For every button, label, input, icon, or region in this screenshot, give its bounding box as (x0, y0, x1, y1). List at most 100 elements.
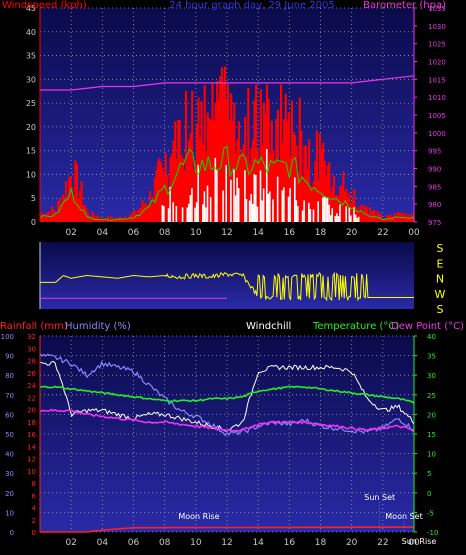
windspeed-bar (60, 208, 63, 222)
wind-gust-bar (339, 204, 342, 222)
windspeed-bar (209, 119, 213, 222)
y-tick-label-humidity: 10 (5, 509, 14, 517)
windspeed-bar (336, 194, 339, 222)
windspeed-bar (102, 218, 105, 222)
windspeed-bar (142, 204, 146, 222)
y-tick-label-windspeed: 0 (31, 218, 36, 227)
windspeed-bar (242, 144, 245, 222)
windspeed-bar (331, 186, 334, 222)
windspeed-bar (353, 189, 356, 222)
windspeed-bar (131, 212, 135, 222)
windspeed-bar (340, 185, 343, 222)
windspeed-bar (163, 174, 166, 222)
windspeed-bar (66, 196, 69, 222)
y-tick-label-windspeed: 10 (26, 170, 36, 179)
windspeed-bar (279, 84, 283, 223)
windspeed-bar (175, 159, 178, 222)
wind-gust-bar (244, 170, 247, 222)
windspeed-bar (198, 137, 202, 222)
windspeed-bar (231, 120, 234, 222)
wind-gust-bar (295, 200, 298, 222)
humidity-line (39, 353, 415, 437)
direction-label: S (437, 303, 444, 316)
windspeed-bar (329, 191, 333, 222)
wind-gust-bar (317, 201, 320, 222)
wind-gust-bar (181, 207, 184, 222)
windspeed-bar (368, 207, 371, 222)
windspeed-bar (284, 93, 287, 223)
wind-gust-bar (265, 149, 269, 222)
windspeed-bar (107, 216, 110, 222)
y-tick-label-barometer: 990 (428, 166, 441, 174)
windspeed-bar (356, 208, 359, 222)
y-tick-label-humidity: 80 (5, 372, 14, 380)
windspeed-bar (43, 216, 46, 222)
windspeed-bar (287, 112, 290, 222)
windspeed-bar (139, 207, 142, 222)
x-tick-label: 10 (190, 228, 202, 238)
x-tick-label: 14 (252, 538, 264, 548)
wind-gust-bar (209, 197, 213, 222)
windspeed-bar (379, 213, 382, 222)
windspeed-bar (237, 121, 241, 222)
wind-gust-bar (269, 191, 272, 222)
rainfall-line (40, 526, 414, 533)
wind-gust-bar (169, 186, 172, 222)
windspeed-bar (381, 218, 384, 222)
windspeed-bar (55, 212, 58, 222)
wind-gust-bar (255, 175, 258, 222)
windspeed-bar (256, 149, 259, 222)
windspeed-bar (251, 139, 255, 222)
y-tick-label-rainfall: 10 (27, 468, 36, 476)
wind-gust-bar (261, 200, 264, 222)
wind-gust-bar (230, 179, 233, 222)
y-tick-label-temperature: 35 (427, 353, 436, 361)
windspeed-bar (68, 177, 71, 222)
wind-average-line (39, 145, 415, 221)
direction-label: E (437, 257, 444, 270)
windspeed-bar (351, 200, 354, 222)
y-tick-label-rainfall: 2 (32, 517, 36, 525)
wind-gust-bar (163, 206, 166, 222)
windspeed-bar (367, 215, 370, 222)
windspeed-bar (272, 149, 275, 222)
windspeed-bar (110, 216, 113, 222)
y-tick-label-temperature: -5 (427, 509, 434, 517)
wind-gust-bar (253, 174, 256, 222)
windspeed-bar (259, 89, 262, 223)
windspeed-bar (273, 160, 276, 222)
windspeed-bar (191, 90, 194, 222)
y-tick-label-rainfall: 24 (27, 382, 36, 390)
wind-gust-bar (357, 216, 361, 222)
windspeed-bar (395, 216, 398, 222)
windspeed-chart: 02 04 06 08 10 12 14 16 18 20 22 000510152025303540… (2, 0, 446, 238)
windspeed-bar (283, 119, 286, 222)
x-tick-label: 02 (65, 538, 76, 548)
y-tick-label-rainfall: 16 (27, 431, 36, 439)
y-tick-label-barometer: 995 (428, 148, 441, 156)
y-tick-label-temperature: 5 (427, 470, 431, 478)
wind-gust-bar (202, 204, 205, 222)
windspeed-bar (312, 181, 315, 222)
windspeed-bar (96, 215, 99, 222)
barometer-axis-label: Barometer (hpa) (363, 0, 446, 11)
wind-gust-bar (203, 191, 206, 222)
wind-gust-bar (345, 206, 348, 222)
windspeed-bar (317, 180, 320, 222)
y-tick-label-barometer: 1005 (428, 112, 446, 120)
wind-gust-bar (287, 196, 290, 222)
wind-gust-bar (334, 216, 337, 222)
y-tick-label-rainfall: 14 (27, 443, 36, 451)
y-tick-label-humidity: 60 (5, 411, 14, 419)
chart-title: 24 hour graph day, 29 June 2005 (169, 0, 335, 11)
windspeed-bar (181, 158, 184, 222)
x-tick-label: 00 (408, 538, 420, 548)
wind-gust-bar (236, 177, 239, 222)
wind-gust-bar (186, 207, 189, 222)
windspeed-bar (49, 215, 52, 222)
wind-gust-bar (191, 188, 194, 222)
wind-gust-bar (267, 193, 270, 222)
wind-gust-bar (272, 199, 275, 222)
windspeed-bar (339, 186, 342, 222)
wind-gust-bar (205, 207, 208, 222)
